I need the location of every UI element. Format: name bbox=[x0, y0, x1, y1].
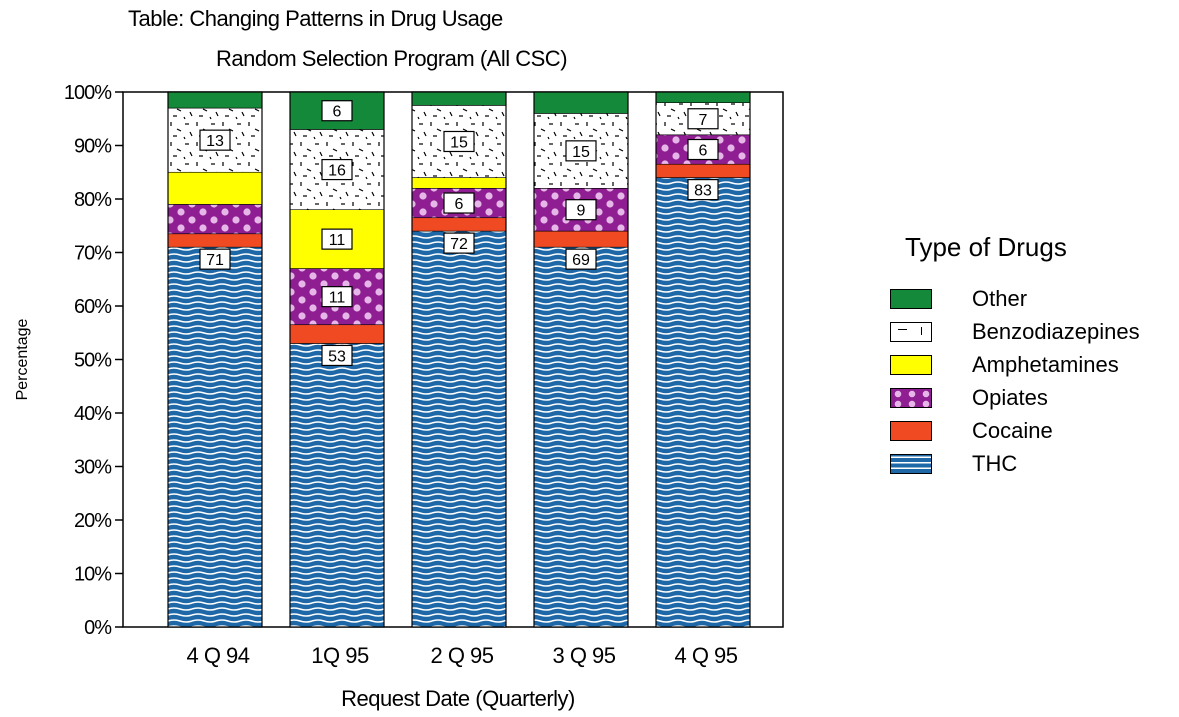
data-label-box bbox=[565, 248, 597, 270]
legend-item-other: Other bbox=[890, 286, 1179, 312]
bar-group-2-q-95: 72 6 15 bbox=[411, 91, 507, 628]
data-label-box bbox=[565, 140, 597, 162]
chart-title-line-2: Random Selection Program (All CSC) bbox=[216, 46, 568, 71]
legend-label: Other bbox=[972, 286, 1028, 311]
x-tick-label: 4 Q 94 bbox=[186, 643, 249, 668]
data-label-box bbox=[687, 108, 719, 130]
bar-segment-amphetamines bbox=[167, 171, 263, 205]
data-label-box bbox=[443, 232, 475, 254]
bar-group-1q-95: 53 11 11 16 6 bbox=[289, 91, 385, 628]
bar-segment-cocaine bbox=[167, 233, 263, 248]
bar-segment-other bbox=[411, 91, 507, 106]
bar-segment-thc bbox=[289, 343, 385, 628]
y-tick-label: 90% bbox=[74, 136, 112, 158]
bar-segment-cocaine bbox=[533, 230, 629, 248]
bar-group-4-q-95: 83 6 7 bbox=[655, 91, 751, 628]
legend-item-thc: THC bbox=[890, 451, 1179, 477]
legend-swatch bbox=[890, 454, 932, 474]
legend-swatch bbox=[890, 355, 932, 375]
bar-outline bbox=[289, 91, 385, 628]
x-tick-label: 3 Q 95 bbox=[552, 643, 615, 668]
bar-segment-other bbox=[533, 91, 629, 114]
data-label: 15 bbox=[572, 144, 590, 161]
legend-swatch bbox=[890, 289, 932, 309]
data-label-box bbox=[321, 344, 353, 367]
bar-segment-opiates bbox=[167, 204, 263, 235]
data-label: 11 bbox=[329, 232, 346, 249]
data-label-box bbox=[687, 179, 719, 201]
legend-label: Cocaine bbox=[972, 418, 1053, 443]
x-tick-label: 2 Q 95 bbox=[430, 643, 493, 668]
data-label: 11 bbox=[329, 290, 346, 307]
bar-outline bbox=[533, 91, 629, 628]
y-tick-label: 0% bbox=[84, 617, 112, 639]
legend-item-benzodiazepines: Benzodiazepines bbox=[890, 319, 1179, 345]
legend-label: THC bbox=[972, 451, 1018, 476]
data-label: 53 bbox=[328, 348, 346, 365]
data-label-box bbox=[199, 248, 231, 270]
data-label: 16 bbox=[328, 163, 346, 180]
x-tick-label: 1Q 95 bbox=[311, 643, 369, 668]
data-label-box bbox=[687, 138, 719, 161]
data-label-box bbox=[321, 100, 353, 122]
y-tick-label: 60% bbox=[74, 296, 112, 318]
bar-segment-amphetamines bbox=[411, 177, 507, 189]
data-label: 6 bbox=[699, 143, 708, 160]
data-label: 6 bbox=[455, 196, 464, 213]
data-label: 15 bbox=[450, 134, 468, 151]
bar-segment-other bbox=[655, 91, 751, 103]
data-label: 7 bbox=[699, 112, 708, 129]
y-tick-label: 100% bbox=[64, 82, 112, 104]
legend-swatch bbox=[890, 322, 932, 342]
legend-label: Amphetamines bbox=[972, 352, 1119, 377]
data-label-box bbox=[565, 199, 597, 221]
bar-segment-thc bbox=[655, 177, 751, 628]
y-tick-label: 80% bbox=[74, 189, 112, 211]
x-axis-label: Request Date (Quarterly) bbox=[341, 686, 575, 711]
bar-segment-thc bbox=[167, 246, 263, 628]
bar-segment-thc bbox=[411, 230, 507, 628]
data-label: 6 bbox=[333, 104, 342, 121]
bar-segment-thc bbox=[533, 246, 629, 628]
data-label-box bbox=[321, 228, 353, 250]
bar-segment-cocaine bbox=[411, 217, 507, 232]
bar-segment-other bbox=[167, 91, 263, 109]
legend-label: Opiates bbox=[972, 385, 1048, 410]
y-tick-label: 50% bbox=[74, 350, 112, 372]
bar-outline bbox=[167, 91, 263, 628]
data-label: 9 bbox=[577, 203, 586, 220]
legend-swatch bbox=[890, 421, 932, 441]
y-axis-label: Percentage bbox=[14, 318, 31, 400]
data-label-box bbox=[199, 129, 231, 151]
data-label: 71 bbox=[206, 252, 224, 269]
data-label-box bbox=[443, 130, 475, 153]
bar-segment-cocaine bbox=[655, 163, 751, 178]
legend-item-opiates: Opiates bbox=[890, 385, 1179, 411]
legend-swatch bbox=[890, 388, 932, 408]
data-label: 83 bbox=[694, 183, 712, 200]
data-label-box bbox=[321, 286, 353, 308]
y-tick-label: 20% bbox=[74, 510, 112, 532]
y-tick-label: 10% bbox=[74, 564, 112, 586]
data-label: 72 bbox=[450, 236, 468, 253]
data-label: 69 bbox=[572, 252, 590, 269]
bar-group-3-q-95: 69 9 15 bbox=[533, 91, 629, 628]
bar-outline bbox=[411, 91, 507, 628]
data-label-box bbox=[321, 158, 353, 181]
legend-item-amphetamines: Amphetamines bbox=[890, 352, 1179, 378]
bar-group-4-q-94: 71 13 bbox=[167, 91, 263, 628]
data-label: 13 bbox=[206, 133, 224, 150]
legend-item-cocaine: Cocaine bbox=[890, 418, 1179, 444]
y-tick-label: 30% bbox=[74, 457, 112, 479]
y-tick-label: 70% bbox=[74, 243, 112, 265]
bar-segment-cocaine bbox=[289, 324, 385, 344]
bar-outline bbox=[655, 91, 751, 628]
data-label-box bbox=[443, 192, 475, 214]
legend-title: Type of Drugs bbox=[905, 232, 1067, 262]
x-tick-label: 4 Q 95 bbox=[674, 643, 737, 668]
legend-label: Benzodiazepines bbox=[972, 319, 1140, 344]
chart-title-line-1: Table: Changing Patterns in Drug Usage bbox=[128, 6, 503, 31]
y-tick-label: 40% bbox=[74, 403, 112, 425]
